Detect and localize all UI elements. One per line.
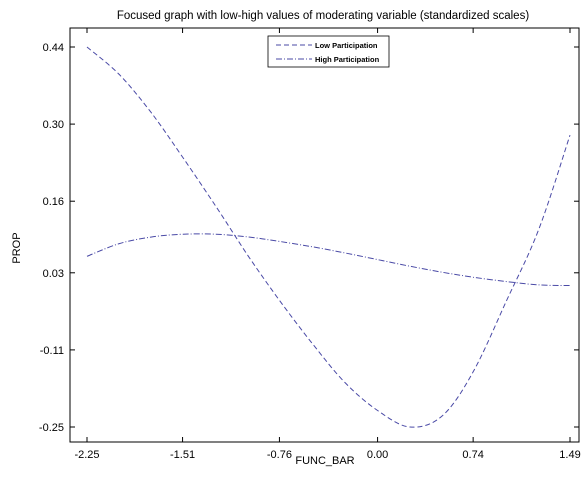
y-axis: 0.44 0.30 0.16 0.03 -0.11 -0.25 xyxy=(39,42,579,434)
y-tick-label: 0.16 xyxy=(43,196,64,208)
x-axis: -2.25 -1.51 -0.76 0.00 0.74 1.49 xyxy=(74,28,581,461)
legend-label-low-participation: Low Participation xyxy=(315,41,378,50)
x-tick-label: 0.00 xyxy=(367,449,388,461)
x-tick-label: 0.74 xyxy=(462,449,483,461)
y-tick-label: -0.11 xyxy=(40,345,64,357)
series-lines xyxy=(86,46,571,428)
legend: Low Participation High Participation xyxy=(267,35,390,68)
y-tick-label: 0.30 xyxy=(43,119,64,131)
x-tick-label: 1.49 xyxy=(559,449,580,461)
chart-title: Focused graph with low-high values of mo… xyxy=(117,10,529,22)
y-tick-label: 0.03 xyxy=(43,268,64,280)
legend-label-high-participation: High Participation xyxy=(315,55,380,64)
plot-area xyxy=(69,27,580,443)
legend-box xyxy=(267,35,390,68)
series-line-low-participation xyxy=(86,46,571,428)
x-tick-label: -1.51 xyxy=(170,449,195,461)
x-tick-label: -0.76 xyxy=(267,449,292,461)
y-tick-label: 0.44 xyxy=(43,42,64,54)
y-tick-label: -0.25 xyxy=(39,422,64,434)
y-axis-label: PROP xyxy=(11,232,23,263)
series-line-high-participation xyxy=(86,233,571,286)
x-tick-label: -2.25 xyxy=(74,449,99,461)
x-axis-label: FUNC_BAR xyxy=(295,455,354,467)
